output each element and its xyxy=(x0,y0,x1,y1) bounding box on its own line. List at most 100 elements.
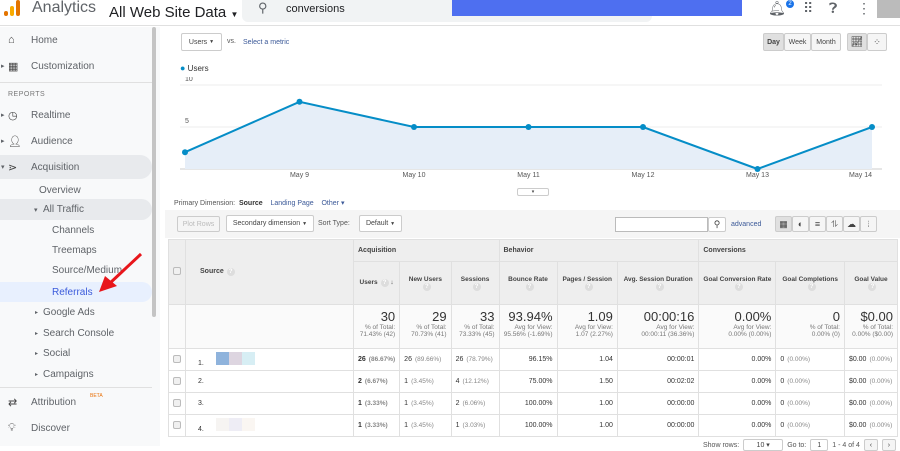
comparison-view-icon[interactable]: ⥮ xyxy=(826,216,843,232)
sidebar-item-source-medium[interactable]: Source/Medium xyxy=(52,264,123,276)
more-vert-icon[interactable]: ⋮ xyxy=(857,0,871,16)
total-sub: 71.43% (42) xyxy=(359,331,396,338)
sort-type-dropdown[interactable]: Default ▼ xyxy=(359,215,402,232)
redacted-block xyxy=(215,418,229,431)
prev-page-button[interactable]: ‹ xyxy=(863,439,878,451)
month-button[interactable]: Month xyxy=(811,33,841,51)
table-view-icon[interactable]: ▦ xyxy=(775,216,792,232)
total-cell: 93.94% Avg for View: 95.56% (-1.69%) xyxy=(498,304,558,349)
sidebar-item-home[interactable]: ⌂ Home xyxy=(8,34,58,46)
cell-percent: (89.66%) xyxy=(414,356,442,363)
line-chart-icon[interactable]: 📈︎ xyxy=(847,33,867,51)
sidebar-item-attribution[interactable]: ⇄ Attribution BETA xyxy=(8,393,103,409)
total-sub: 0.00% (0) xyxy=(811,331,840,338)
sidebar-scrollbar[interactable] xyxy=(152,27,156,317)
column-header[interactable]: Goal Completions? xyxy=(775,261,845,305)
go-to-page-input[interactable]: 1 xyxy=(810,439,829,451)
sidebar-item-discover[interactable]: 💡︎ Discover xyxy=(8,421,70,434)
table-row[interactable]: 3. 1 (3.33%) 1 (3.45%) 2 (6.06%) 100.00% 1.00 00… xyxy=(168,392,899,415)
notifications-icon[interactable]: 🔔︎ xyxy=(768,0,786,16)
row-checkbox[interactable] xyxy=(173,376,181,385)
column-header-label: Goal Conversion Rate xyxy=(703,275,772,283)
dimension-landing-page[interactable]: Landing Page xyxy=(270,200,314,207)
source-cell[interactable]: 1. xyxy=(185,348,354,371)
cell-value: 100.00% xyxy=(524,400,553,407)
chart-collapse-handle[interactable]: ▾ xyxy=(517,188,549,196)
search-icon[interactable]: ⚲ xyxy=(708,217,726,232)
sidebar-item-google-ads[interactable]: ▸ Google Ads xyxy=(35,306,95,318)
sidebar-item-social[interactable]: ▸ Social xyxy=(35,347,71,359)
column-header[interactable]: Goal Conversion Rate? xyxy=(698,261,777,305)
column-header-label: Users xyxy=(359,279,378,286)
source-header[interactable]: Source? xyxy=(185,239,354,305)
pie-view-icon[interactable]: ◐ xyxy=(792,216,809,232)
table-cell: 0 (0.00%) xyxy=(775,370,845,393)
select-all-checkbox[interactable] xyxy=(173,267,181,275)
row-checkbox[interactable] xyxy=(173,398,181,407)
row-checkbox[interactable] xyxy=(173,420,181,429)
cell-value: 0.00% xyxy=(751,356,772,363)
total-value: 93.94% xyxy=(508,309,553,324)
column-header[interactable]: Goal Value? xyxy=(843,261,899,305)
sidebar-item-customization[interactable]: ▸ ▦ Customization xyxy=(1,60,95,73)
source-cell[interactable]: 4. xyxy=(185,414,354,437)
plot-rows-button[interactable]: Plot Rows xyxy=(177,216,220,232)
next-page-button[interactable]: › xyxy=(881,439,896,451)
avatar[interactable] xyxy=(877,0,900,18)
sidebar-item-channels[interactable]: Channels xyxy=(52,224,95,236)
sidebar-item-treemaps[interactable]: Treemaps xyxy=(52,244,97,256)
cell-value: $0.00 xyxy=(848,400,867,407)
source-cell[interactable]: 3. xyxy=(185,392,354,415)
dimension-source[interactable]: Source xyxy=(238,200,263,207)
search-input[interactable]: conversions xyxy=(286,3,345,15)
table-cell: 0 (0.00%) xyxy=(775,414,845,437)
table-cell: $0.00 (0.00%) xyxy=(843,348,899,371)
select-all-cell xyxy=(168,239,186,305)
column-header[interactable]: Users? ↓ xyxy=(352,261,401,305)
sidebar-item-all-traffic[interactable]: ▾ All Traffic xyxy=(0,199,152,220)
motion-chart-icon[interactable]: ⁘ xyxy=(867,33,887,51)
term-cloud-view-icon[interactable]: ☁︎ xyxy=(843,216,860,232)
secondary-dimension-dropdown[interactable]: Secondary dimension ▼ xyxy=(226,215,314,232)
sidebar-item-campaigns[interactable]: ▸ Campaigns xyxy=(35,368,94,380)
sidebar-item-search-console[interactable]: ▸ Search Console xyxy=(35,327,115,339)
pivot-view-icon[interactable]: ⦙ xyxy=(860,216,877,232)
data-table: Source? Acquisition Behavior Conversions… xyxy=(168,239,899,437)
help-icon[interactable]: ❓︎ xyxy=(829,0,838,16)
property-selector[interactable]: All Web Site Data ▼ xyxy=(109,4,238,21)
table-cell: 4 (12.12%) xyxy=(450,370,500,393)
week-button[interactable]: Week xyxy=(784,33,811,51)
cell-value: 0 xyxy=(780,378,785,385)
metric-dropdown[interactable]: Users ▼ xyxy=(181,33,222,51)
sidebar-item-realtime[interactable]: ▸ ◷ Realtime xyxy=(1,109,71,122)
advanced-filter-link[interactable]: advanced xyxy=(731,221,762,228)
table-row[interactable]: 1. 26 (86.67%) 26 (89.66%) 26 (78.79%) 96.15% 1… xyxy=(168,348,899,371)
dimension-other[interactable]: Other xyxy=(321,200,339,207)
day-button[interactable]: Day xyxy=(763,33,784,51)
sidebar-item-overview[interactable]: Overview xyxy=(39,184,81,196)
column-header[interactable]: New Users? xyxy=(399,261,452,305)
column-header[interactable]: Avg. Session Duration? xyxy=(616,261,700,305)
table-row[interactable]: 2. 2 (6.67%) 1 (3.45%) 4 (12.12%) 75.00% 1.50 00… xyxy=(168,370,899,393)
cell-value: 1.00 xyxy=(599,400,613,407)
expand-arrow-icon: ▸ xyxy=(1,63,5,70)
rows-per-page-dropdown[interactable]: 10 ▾ xyxy=(743,439,784,451)
select-metric-link[interactable]: Select a metric xyxy=(243,39,290,46)
column-header[interactable]: Bounce Rate? xyxy=(498,261,558,305)
sidebar-item-audience[interactable]: ▸ 👤︎ Audience xyxy=(1,135,73,148)
total-cell: 33% of Total: 73.33% (45) xyxy=(450,304,500,349)
cell-percent: (0.00%) xyxy=(869,356,893,363)
cell-value: 4 xyxy=(455,378,460,385)
sidebar-item-acquisition[interactable]: ▾ ⋗ Acquisition xyxy=(0,155,152,179)
table-row[interactable]: 4. 1 (3.33%) 1 (3.45%) 1 (3.03%) 100.00% 1.00 00… xyxy=(168,414,899,437)
total-sub: 00:00:11 (36.36%) xyxy=(641,331,695,338)
legend-dot-icon: ● xyxy=(180,63,186,73)
performance-view-icon[interactable]: ≡ xyxy=(809,216,826,232)
primary-dimension-bar: Primary Dimension: Source Landing Page O… xyxy=(174,199,344,207)
row-checkbox[interactable] xyxy=(173,354,181,363)
apps-grid-icon[interactable]: ⠿ xyxy=(803,0,814,16)
column-header[interactable]: Pages / Session? xyxy=(556,261,618,305)
column-header[interactable]: Sessions? xyxy=(450,261,500,305)
source-cell[interactable]: 2. xyxy=(185,370,354,393)
table-filter-input[interactable] xyxy=(615,217,708,232)
